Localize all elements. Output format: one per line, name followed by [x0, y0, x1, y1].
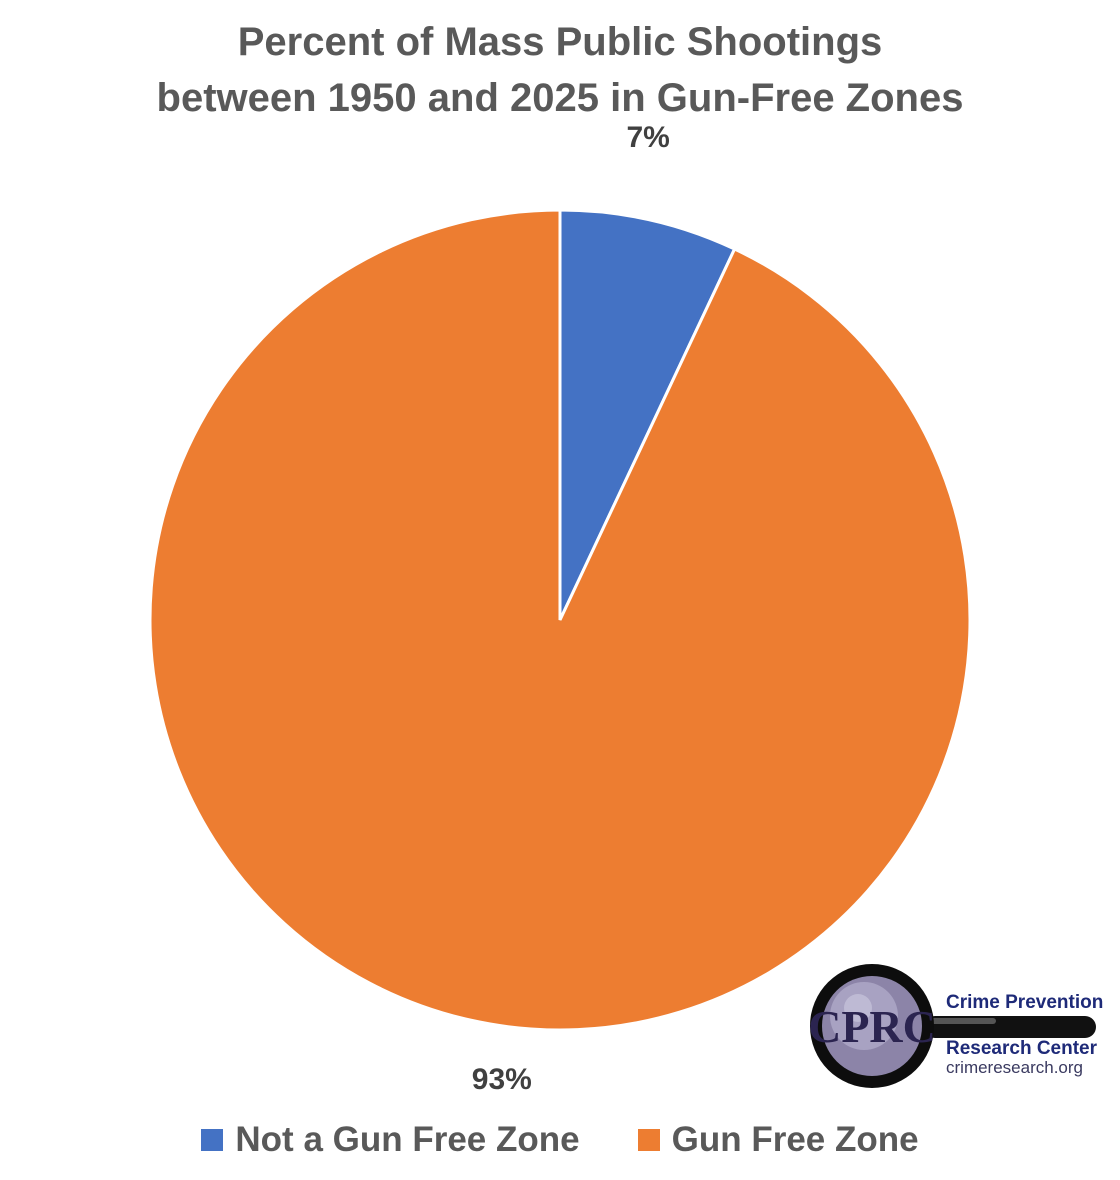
legend-item-not-gun-free-zone: Not a Gun Free Zone: [201, 1120, 580, 1160]
data-label: 7%: [626, 121, 669, 154]
legend-swatch: [637, 1129, 660, 1151]
logo-url: crimeresearch.org: [946, 1058, 1083, 1077]
logo-line-2: Research Center: [946, 1038, 1098, 1059]
logo-mark-text: CPRC: [808, 1001, 936, 1052]
legend-item-gun-free-zone: Gun Free Zone: [637, 1120, 919, 1160]
data-labels: 7% 93%: [472, 121, 670, 1096]
pie-slice-gun-free-zone: [148, 208, 972, 1032]
pie-slice-not-a-gun-free-zone: [558, 208, 737, 621]
logo-line-1: Crime Prevention: [946, 992, 1104, 1013]
chart-title-line-1: Percent of Mass Public Shootings: [237, 20, 883, 64]
chart-title-line-2: between 1950 and 2025 in Gun-Free Zones: [156, 76, 964, 120]
pie-slices: [148, 208, 972, 1032]
legend-label: Gun Free Zone: [671, 1120, 919, 1159]
legend-swatch: [201, 1129, 224, 1151]
legend-label: Not a Gun Free Zone: [235, 1120, 580, 1159]
magnifier-logo-icon: CPRC: [808, 964, 1096, 1088]
data-label: 93%: [472, 1063, 532, 1096]
chart-title: Percent of Mass Public Shootings between…: [0, 14, 1120, 126]
pie-chart: 7% 93%: [148, 121, 972, 1096]
legend: Not a Gun Free Zone Gun Free Zone: [0, 1120, 1120, 1160]
cprc-logo: CPRC Crime Prevention Research Center cr…: [806, 960, 1106, 1090]
